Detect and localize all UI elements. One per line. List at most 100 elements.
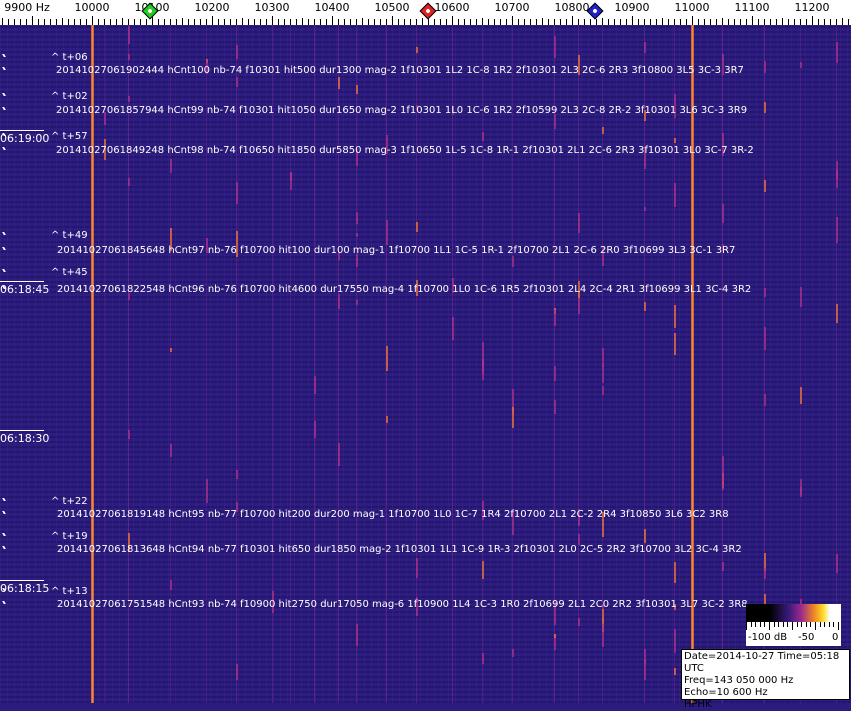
signal-streak — [128, 293, 130, 300]
signal-streak — [386, 135, 388, 154]
signal-streak — [800, 387, 802, 404]
signal-streak — [170, 580, 172, 590]
minor-tick — [80, 19, 81, 25]
minor-tick — [320, 19, 321, 25]
colorbar-tick — [769, 622, 770, 630]
minor-tick — [326, 19, 327, 25]
signal-streak — [416, 280, 418, 296]
minor-tick — [344, 19, 345, 25]
time-tick-label: 06:18:15 — [0, 580, 50, 595]
minor-tick — [836, 19, 837, 25]
minor-tick — [182, 18, 183, 25]
signal-streak — [602, 365, 604, 383]
minor-tick — [296, 19, 297, 25]
colorbar-tick — [820, 622, 821, 627]
major-tick — [512, 16, 513, 25]
time-tick-label: 06:19:00 — [0, 130, 50, 145]
minor-tick — [206, 19, 207, 25]
frequency-tick-label: 11000 — [674, 1, 710, 14]
minor-tick — [356, 19, 357, 25]
colorbar-tick — [764, 622, 765, 627]
signal-streak — [356, 254, 358, 267]
signal-streak — [722, 562, 724, 571]
time-tick-label: 06:18:30 — [0, 430, 50, 445]
minor-tick — [146, 19, 147, 25]
minor-tick — [470, 19, 471, 25]
signal-streak — [578, 293, 580, 314]
signal-streak — [764, 180, 766, 192]
detection-record-text: 20141027061822548 hCnt96 nb-76 f10700 hi… — [57, 284, 752, 295]
signal-streak — [602, 348, 604, 367]
signal-streak — [554, 310, 556, 326]
detection-offset-label: ^ t+57 — [51, 131, 88, 142]
minor-tick — [50, 19, 51, 25]
signal-streak — [674, 305, 676, 328]
faint-carrier-line — [416, 25, 417, 703]
minor-tick — [20, 19, 21, 25]
signal-streak — [674, 94, 676, 118]
frequency-tick-label: 10500 — [374, 1, 410, 14]
signal-streak — [128, 26, 130, 44]
signal-streak — [836, 42, 838, 63]
minor-tick — [530, 19, 531, 25]
minor-tick — [764, 19, 765, 25]
faint-carrier-line — [674, 25, 675, 703]
minor-tick — [98, 19, 99, 25]
frequency-tick-label: 11100 — [734, 1, 770, 14]
signal-streak — [128, 178, 130, 186]
faint-carrier-line — [272, 25, 273, 703]
detection-record-text: 20141027061813648 hCnt94 nb-77 f10301 hi… — [57, 544, 742, 555]
signal-streak — [554, 400, 556, 414]
minor-tick — [782, 18, 783, 25]
colorbar-tick — [783, 622, 784, 627]
detection-offset-label: ^ t+22 — [51, 496, 88, 507]
major-tick — [392, 16, 393, 25]
signal-streak — [602, 624, 604, 647]
minor-tick — [38, 19, 39, 25]
detection-record-text: 20141027061849248 hCnt98 nb-74 f10650 hi… — [56, 145, 754, 156]
minor-tick — [458, 19, 459, 25]
detection-record-text: 20141027061857944 hCnt99 nb-74 f10301 hi… — [56, 105, 748, 116]
minor-tick — [506, 19, 507, 25]
row-marker — [2, 601, 6, 604]
signal-streak — [386, 416, 388, 423]
signal-streak — [128, 96, 130, 102]
signal-streak — [764, 394, 766, 406]
colorbar-tick — [810, 622, 811, 627]
signal-streak — [554, 114, 556, 129]
colorbar-tick — [755, 622, 756, 627]
minor-tick — [86, 19, 87, 25]
signal-streak — [644, 207, 646, 211]
minor-tick — [266, 19, 267, 25]
minor-tick — [374, 19, 375, 25]
minor-tick — [608, 19, 609, 25]
frequency-tick-label: 9900 Hz — [4, 1, 50, 14]
major-tick — [92, 16, 93, 25]
signal-streak — [722, 456, 724, 481]
frequency-tick-label: 10200 — [194, 1, 230, 14]
row-marker — [2, 533, 6, 536]
signal-streak — [416, 47, 418, 53]
faint-carrier-line — [206, 25, 207, 703]
signal-streak — [554, 635, 556, 650]
faint-carrier-line — [104, 25, 105, 703]
signal-streak — [836, 217, 838, 243]
colorbar-tick — [778, 622, 779, 627]
faint-carrier-line — [128, 25, 129, 703]
minor-tick — [122, 18, 123, 25]
signal-streak — [236, 182, 238, 204]
signal-streak — [512, 649, 514, 657]
signal-streak — [356, 149, 358, 166]
signal-streak — [338, 443, 340, 466]
minor-tick — [278, 19, 279, 25]
signal-streak — [452, 317, 454, 340]
signal-streak — [206, 479, 208, 503]
row-marker — [2, 247, 6, 250]
minor-tick — [518, 19, 519, 25]
minor-tick — [194, 19, 195, 25]
signal-streak — [416, 597, 418, 616]
signal-streak — [764, 568, 766, 579]
minor-tick — [488, 19, 489, 25]
major-tick — [752, 16, 753, 25]
signal-streak — [272, 591, 274, 613]
